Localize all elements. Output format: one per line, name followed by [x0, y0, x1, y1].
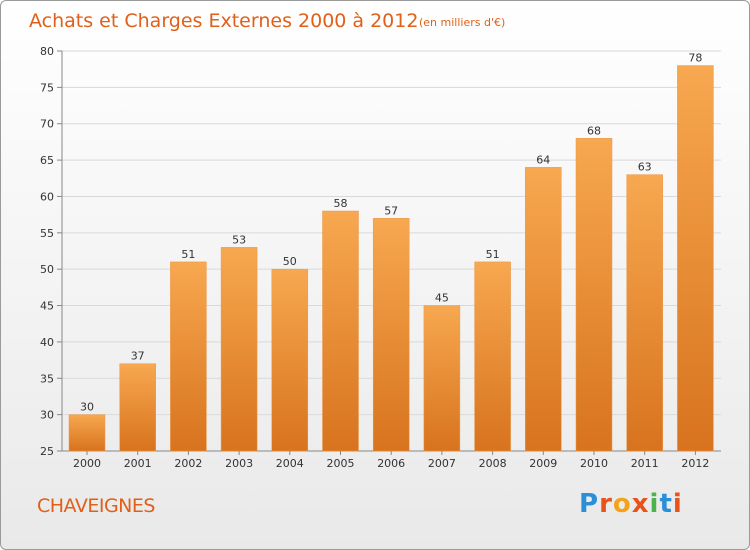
- logo-letter: i: [672, 489, 683, 519]
- bar-value-label-2000: 30: [80, 401, 94, 414]
- y-tick-label: 35: [40, 372, 54, 385]
- bar-value-label-2006: 57: [384, 204, 398, 217]
- bar-2002: [170, 261, 207, 452]
- x-tick-label-2004: 2004: [276, 457, 304, 470]
- bar-2010: [575, 138, 613, 452]
- x-tick-labels: 2000 2001 2002 2003 2004 2005 2006 2007 2008 2009…: [73, 451, 709, 470]
- bar-2001: [119, 363, 156, 452]
- y-tick-label: 55: [40, 227, 54, 240]
- y-tick-label: 45: [40, 300, 54, 313]
- x-tick-label-2010: 2010: [580, 457, 608, 470]
- bar-2000: [68, 414, 106, 452]
- y-tick-label: 60: [40, 190, 54, 203]
- x-tick-label-2003: 2003: [225, 457, 253, 470]
- bar-value-labels: 30 37 51 53 50 58 57 45 51 64 68 63 78: [80, 52, 702, 414]
- bar-value-label-2010: 68: [587, 124, 601, 137]
- bar-value-label-2001: 37: [131, 350, 145, 363]
- x-tick-label-2005: 2005: [327, 457, 355, 470]
- y-tick-label: 70: [40, 118, 54, 131]
- bar-value-label-2007: 45: [435, 292, 449, 305]
- logo-letter: x: [631, 489, 650, 519]
- bar-2003: [220, 247, 258, 452]
- bar-value-label-2011: 63: [638, 161, 652, 174]
- y-tick-label: 25: [40, 445, 54, 458]
- y-tick-label: 50: [40, 263, 54, 276]
- x-tick-label-2009: 2009: [529, 457, 557, 470]
- bar-value-label-2005: 58: [334, 197, 348, 210]
- x-tick-label-2000: 2000: [73, 457, 101, 470]
- bar-2004: [271, 268, 309, 452]
- bar-2011: [626, 174, 663, 452]
- bar-value-label-2004: 50: [283, 255, 297, 268]
- x-tick-label-2002: 2002: [174, 457, 202, 470]
- bar-value-label-2002: 51: [181, 248, 195, 261]
- logo-letter: r: [599, 489, 613, 519]
- logo-letter: P: [579, 489, 600, 519]
- y-tick-label: 40: [40, 336, 54, 349]
- bar-2006: [372, 218, 410, 452]
- x-tick-label-2011: 2011: [631, 457, 659, 470]
- logo-letter: i: [649, 489, 660, 519]
- bar-value-label-2012: 78: [688, 52, 702, 65]
- bar-2012: [677, 65, 714, 452]
- y-tick-label: 80: [40, 45, 54, 58]
- y-tick-label: 75: [40, 81, 54, 94]
- bar-2008: [474, 261, 511, 452]
- y-tick-labels: 25 30 35 40 45 50 55 60 65 70 75 80: [40, 45, 54, 458]
- bar-value-label-2003: 53: [232, 233, 246, 246]
- logo-letter: o: [612, 489, 632, 519]
- proxiti-logo[interactable]: Proxiti: [579, 489, 683, 519]
- x-tick-label-2001: 2001: [124, 457, 152, 470]
- x-tick-label-2012: 2012: [681, 457, 709, 470]
- town-name: CHAVEIGNES: [37, 495, 155, 517]
- bar-2005: [322, 210, 359, 452]
- bar-2009: [525, 167, 562, 452]
- bar-value-label-2008: 51: [486, 248, 500, 261]
- chart-title: Achats et Charges Externes 2000 à 2012: [29, 10, 418, 32]
- y-tick-label: 30: [40, 409, 54, 422]
- bar-2007: [423, 305, 461, 452]
- bar-value-label-2009: 64: [536, 153, 550, 166]
- chart-unit-note: (en milliers d'€): [419, 16, 505, 29]
- x-tick-label-2007: 2007: [428, 457, 456, 470]
- bars: [68, 65, 714, 452]
- x-tick-label-2006: 2006: [377, 457, 405, 470]
- logo-letter: t: [659, 489, 673, 519]
- x-tick-label-2008: 2008: [479, 457, 507, 470]
- y-tick-label: 65: [40, 154, 54, 167]
